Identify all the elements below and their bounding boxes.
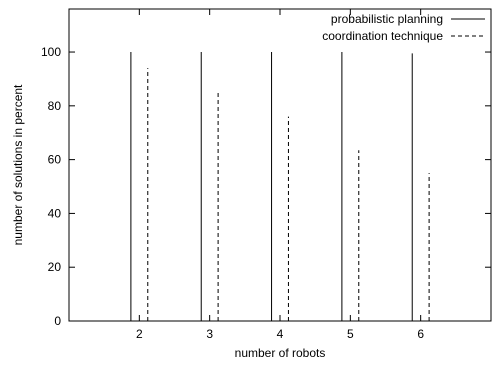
y-tick-label: 20: [48, 260, 62, 274]
x-tick-label: 6: [417, 327, 424, 341]
y-axis-label: number of solutions in percent: [11, 84, 25, 245]
x-tick-label: 3: [206, 327, 213, 341]
x-tick-label: 2: [136, 327, 143, 341]
x-axis-label: number of robots: [235, 346, 326, 360]
legend: probabilistic planning coordination tech…: [322, 12, 485, 43]
plot-frame: [68, 8, 492, 322]
y-tick-label: 100: [41, 45, 61, 59]
y-tick-label: 40: [48, 206, 62, 220]
y-tick-label: 80: [48, 99, 62, 113]
legend-label-probabilistic: probabilistic planning: [331, 12, 443, 26]
x-tick-label: 5: [347, 327, 354, 341]
y-tick-label: 0: [54, 314, 61, 328]
y-axis: 0 20 40 60 80 100: [41, 45, 491, 328]
legend-label-coordination: coordination technique: [322, 29, 443, 43]
x-tick-label: 4: [277, 327, 284, 341]
y-tick-label: 60: [48, 153, 62, 167]
x-axis: 2 3 4 5 6: [136, 9, 424, 341]
data-marks: [130, 52, 430, 321]
